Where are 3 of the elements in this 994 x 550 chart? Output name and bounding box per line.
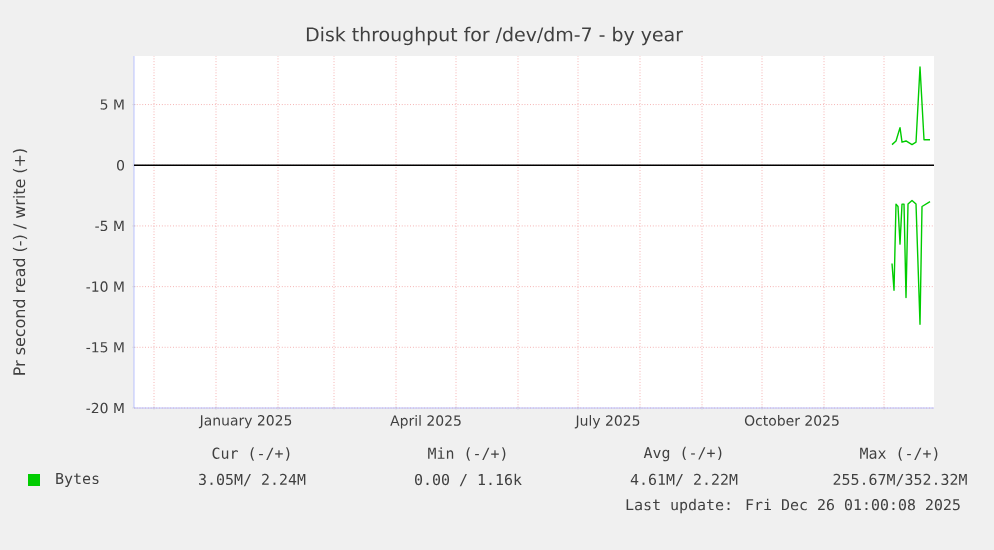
chart-title: Disk throughput for /dev/dm-7 - by year [306,26,683,46]
line-series [891,199,931,325]
line-series [891,66,931,146]
